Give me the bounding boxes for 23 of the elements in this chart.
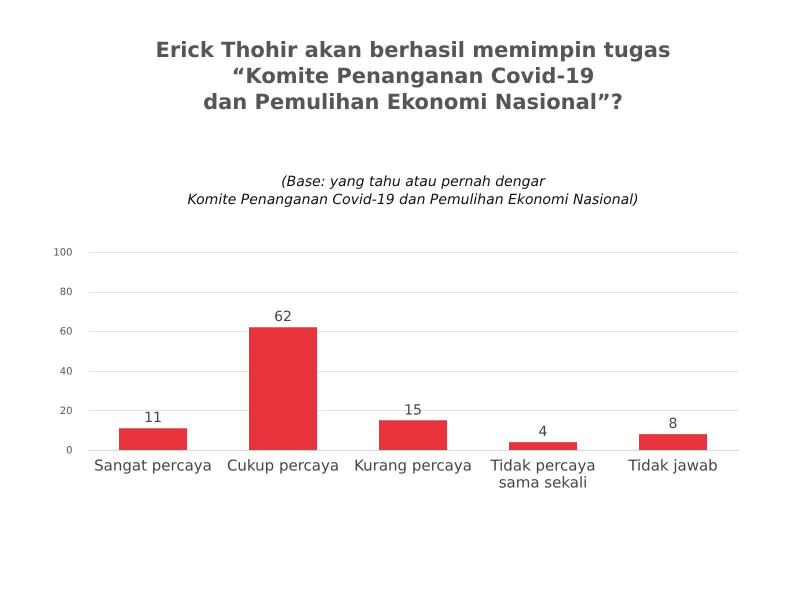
bar (119, 428, 187, 450)
data-label: 11 (144, 410, 162, 426)
bar (249, 327, 317, 450)
x-tick-label: Cukup percaya (226, 456, 340, 474)
bar (639, 434, 707, 450)
y-tick-label: 40 (60, 366, 72, 378)
data-label: 15 (404, 402, 422, 418)
y-tick-label: 0 (66, 446, 72, 456)
data-label: 62 (274, 309, 292, 326)
x-tick-label: Sangat percaya (94, 456, 212, 474)
bar (379, 420, 447, 450)
x-tick-label: Kurang percaya (354, 456, 472, 474)
data-label: 4 (538, 424, 548, 440)
y-tick-label: 20 (60, 406, 72, 417)
data-label: 8 (668, 416, 678, 432)
y-tick-label: 80 (60, 287, 72, 298)
y-tick-label: 100 (53, 248, 72, 258)
x-tick-label: Tidak jawab (627, 456, 718, 474)
y-tick-label: 60 (60, 326, 72, 338)
chart-subtitle: (Base: yang tahu atau pernah dengar Komite Penanganan Covid-19 dan Pemulihan Ekonomi Nasional) (187, 174, 639, 208)
x-tick-label: Tidak percaya sama sekali (489, 456, 596, 492)
chart-title: Erick Thohir akan berhasil memimpin tugas “Komite Penanganan Covid-19 dan Pemulihan Ekonomi Nasional”? (156, 38, 670, 114)
bar (509, 442, 577, 450)
